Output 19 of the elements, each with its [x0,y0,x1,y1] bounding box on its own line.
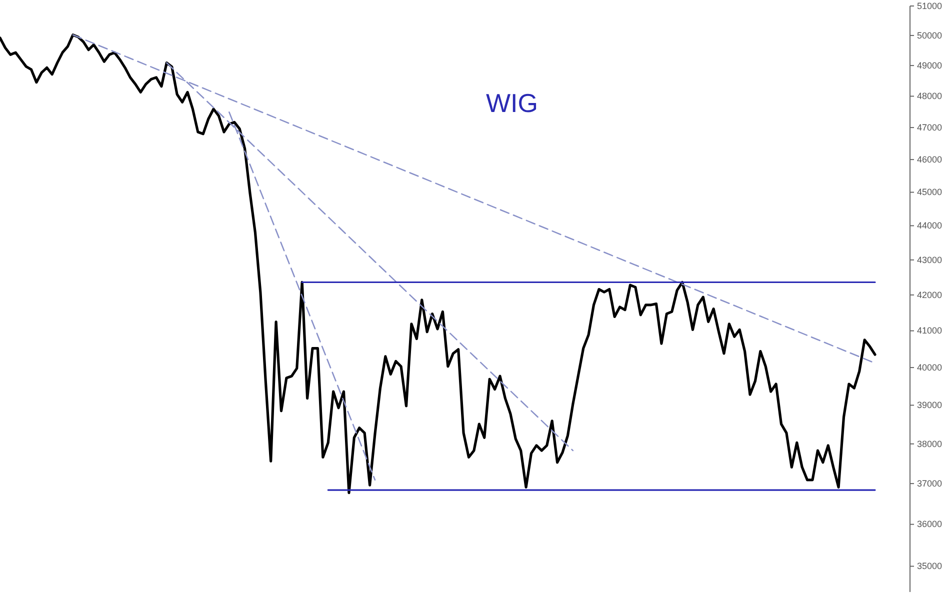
y-tick-label: 36000 [917,519,942,530]
y-tick-label: 48000 [917,91,942,102]
y-tick-label: 50000 [917,30,942,40]
y-tick-label: 35000 [917,561,942,572]
y-tick-label: 45000 [917,187,942,198]
text: WIG [486,88,538,118]
y-tick-label: 46000 [917,154,942,164]
y-tick-label: 37000 [917,478,942,488]
y-tick-label: 43000 [917,254,942,265]
y-tick-label: 39000 [917,400,942,410]
y-tick-label: 38000 [917,438,942,449]
y-tick-label: 47000 [917,122,942,132]
y-tick-label: 44000 [917,220,942,231]
y-tick-label: 42000 [917,290,942,300]
y-tick-label: 40000 [917,362,942,372]
line-series [0,34,876,494]
y-tick-label: 41000 [917,326,942,336]
y-tick-label: 51000 [917,0,942,11]
y-tick-label: 49000 [917,60,942,70]
